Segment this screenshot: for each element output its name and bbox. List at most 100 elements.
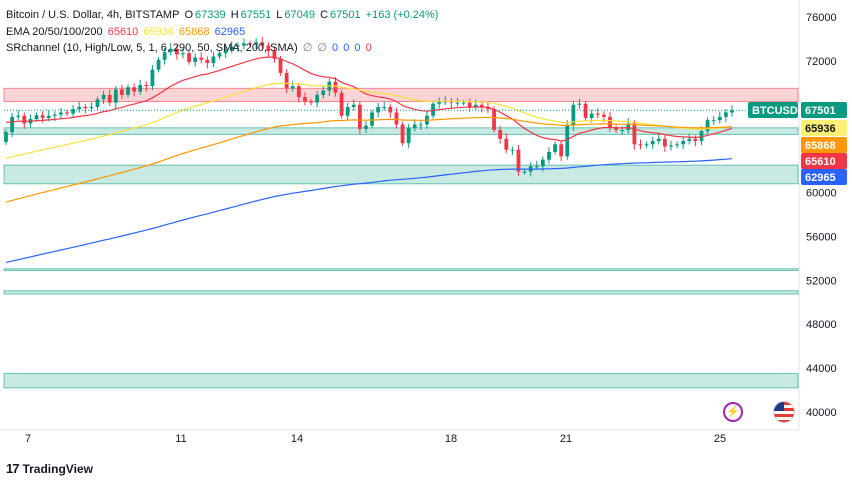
low-label: L <box>276 9 283 21</box>
candle-body <box>4 132 8 143</box>
candle-body <box>595 113 600 115</box>
ema-20-value: 65610 <box>107 26 139 38</box>
tradingview-logo[interactable]: 17 TradingView <box>6 461 93 476</box>
candle-body <box>120 89 124 95</box>
candle-body <box>614 127 618 131</box>
candle-body <box>272 51 277 59</box>
sr-value-6: 0 <box>365 42 372 54</box>
change-value: +163 (+0.24%) <box>365 9 439 21</box>
candle-body <box>620 130 625 132</box>
candle-body <box>467 102 472 107</box>
candle-body <box>479 104 484 107</box>
candle-body <box>248 43 252 45</box>
ema-price-label-bg <box>801 169 847 185</box>
ema-price-label-bg <box>801 137 847 153</box>
symbol-title: Bitcoin / U.S. Dollar, 4h, BITSTAMP <box>6 9 180 21</box>
ema-price-label: 65610 <box>805 156 836 168</box>
candle-body <box>290 86 295 89</box>
candle-body <box>431 103 435 116</box>
tradingview-logo-text: TradingView <box>22 461 93 476</box>
ema-price-label-bg <box>801 153 847 169</box>
candle-body <box>656 138 661 141</box>
last-price-label: 67501 <box>805 105 836 117</box>
sr-zone-5 <box>3 373 799 389</box>
candle-body <box>235 45 240 47</box>
lightning-icon[interactable]: ⚡ <box>723 402 743 422</box>
candle-body <box>46 115 51 118</box>
y-tick-label: 40000 <box>806 407 837 419</box>
candle-body <box>211 56 216 64</box>
candle-body <box>400 124 405 144</box>
ema-price-label: 65868 <box>805 140 836 152</box>
ema-price-label-bg <box>801 120 847 136</box>
candle-body <box>437 101 442 104</box>
y-tick-label: 72000 <box>806 56 837 68</box>
candle-body <box>455 102 460 104</box>
candle-body <box>492 109 496 131</box>
x-tick-label: 25 <box>714 433 726 445</box>
open-label: O <box>184 9 194 21</box>
candle-body <box>16 115 21 117</box>
candle-body <box>315 94 320 103</box>
sr-zone-2 <box>3 164 799 185</box>
candle-body <box>473 104 478 107</box>
candle-body <box>144 85 149 87</box>
candle-body <box>553 144 557 152</box>
candle-body <box>150 69 155 87</box>
x-tick-label: 18 <box>445 433 457 445</box>
candle-body <box>83 106 88 109</box>
symbol-price-tag-bg <box>748 102 798 118</box>
candle-body <box>357 104 362 129</box>
candle-body <box>254 42 259 45</box>
candle-body <box>65 112 69 114</box>
candle-body <box>205 59 210 64</box>
y-tick-label: 44000 <box>806 363 837 375</box>
candle-body <box>113 89 118 103</box>
candle-body <box>498 130 503 139</box>
candle-body <box>687 138 692 141</box>
candle-body <box>107 94 112 103</box>
sr-value-2: ∅ <box>317 42 327 54</box>
legend-ohlc: Bitcoin / U.S. Dollar, 4h, BITSTAMP O 673… <box>6 8 440 22</box>
candle-body <box>174 48 179 55</box>
candle-body <box>309 101 313 103</box>
candle-body <box>217 53 222 57</box>
candle-body <box>449 101 454 103</box>
candle-body <box>534 166 539 168</box>
candle-body <box>632 123 637 145</box>
candle-body <box>644 144 649 146</box>
candle-body <box>187 53 191 62</box>
candle-body <box>34 115 39 120</box>
candle-body <box>229 46 234 50</box>
x-tick-label: 21 <box>560 433 572 445</box>
candle-body <box>132 87 137 92</box>
candle-body <box>461 102 466 104</box>
candle-body <box>339 92 344 116</box>
candle-body <box>168 48 173 53</box>
candle-body <box>89 106 94 109</box>
candle-body <box>662 138 667 147</box>
candle-body <box>59 112 63 115</box>
symbol-price-tag: BTCUSD <box>752 105 798 117</box>
ema-price-label: 62965 <box>805 172 836 184</box>
candle-body <box>101 94 106 100</box>
candle-body <box>601 114 606 117</box>
candle-body <box>284 72 289 89</box>
candle-body <box>199 57 204 60</box>
candle-body <box>583 103 588 118</box>
candle-body <box>589 113 594 118</box>
candle-body <box>181 53 185 55</box>
x-tick-label: 7 <box>25 433 31 445</box>
candle-body <box>333 81 338 93</box>
candle-body <box>717 116 722 121</box>
flag-icon[interactable] <box>773 401 795 423</box>
candle-body <box>516 149 521 172</box>
candle-body <box>510 149 515 151</box>
ema-100-line <box>5 116 733 203</box>
candle-body <box>540 159 545 167</box>
candle-body <box>382 106 387 108</box>
candle-body <box>126 87 130 95</box>
close-value: 67501 <box>330 9 361 21</box>
candle-body <box>321 90 326 95</box>
